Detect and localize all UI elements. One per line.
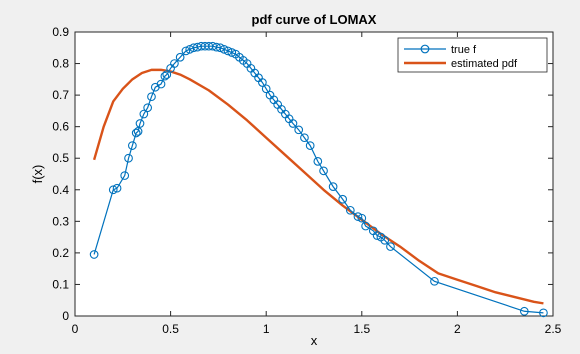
true-f-point (313, 157, 323, 166)
true-f-point (212, 42, 221, 52)
true-f-point (162, 70, 172, 79)
y-tick-label: 0.6 (52, 120, 69, 134)
true-f-point (539, 308, 548, 318)
true-f-point (108, 185, 118, 195)
true-f-point (128, 141, 137, 150)
true-f-point (139, 109, 149, 119)
true-f-point (380, 235, 390, 245)
plot-area (74, 31, 554, 317)
true-f-point (89, 250, 99, 259)
true-f-point (112, 183, 122, 193)
true-f-point (345, 205, 355, 215)
true-f-point (294, 125, 304, 135)
y-tick-label: 0.7 (52, 88, 69, 102)
legend-box (397, 37, 548, 73)
true-f-point (338, 194, 348, 204)
true-f-point (319, 166, 328, 176)
y-tick-label: 0.1 (52, 277, 69, 291)
series-true-f-line (93, 45, 544, 314)
true-f-point (215, 43, 225, 53)
true-f-point (185, 45, 195, 54)
true-f-point (328, 182, 338, 191)
legend-true-f-marker (420, 44, 430, 54)
true-f-point (353, 212, 363, 221)
true-f-point (160, 71, 170, 81)
y-tick-label: 0.5 (52, 151, 69, 165)
x-tick-label: 1 (263, 322, 270, 336)
true-f-point (227, 48, 237, 57)
true-f-point (300, 133, 309, 143)
true-f-point (135, 119, 145, 128)
x-tick-label: 0.5 (162, 322, 179, 336)
legend: true f estimated pdf (397, 37, 548, 73)
true-f-point (181, 46, 191, 56)
series-estimated-pdf-line (92, 68, 544, 305)
legend-estimated-pdf-label: estimated pdf (451, 58, 518, 70)
true-f-point (258, 78, 267, 87)
y-tick-label: 0.9 (52, 25, 69, 39)
y-tick-label: 0.2 (52, 246, 69, 260)
true-f-point (386, 242, 395, 251)
true-f-point (261, 84, 271, 94)
y-tick-label: 0.8 (52, 57, 69, 71)
true-f-point (305, 141, 315, 150)
true-f-point (288, 119, 298, 128)
true-f-point (519, 306, 529, 316)
true-f-point (170, 59, 179, 68)
true-f-point (133, 127, 143, 136)
x-tick-label: 2 (454, 322, 461, 336)
y-axis-label: f(x) (30, 165, 45, 184)
true-f-point (131, 128, 141, 138)
true-f-point (219, 45, 229, 54)
x-tick-label: 1.5 (353, 322, 370, 336)
y-tick-label: 0 (62, 309, 69, 323)
x-axis-ticks: 0 0.5 1 1.5 2 2.5 (72, 32, 562, 336)
series-layer (89, 41, 548, 318)
true-f-point (372, 231, 382, 240)
y-tick-label: 0.3 (52, 214, 69, 228)
y-tick-label: 0.4 (52, 183, 69, 197)
true-f-point (361, 221, 370, 231)
y-axis-ticks: 0 0.1 0.2 0.3 0.4 0.5 0.6 0.7 0.8 0.9 (52, 25, 553, 323)
true-f-point (357, 213, 367, 223)
x-axis-label: x (311, 333, 318, 348)
x-tick-label: 2.5 (545, 322, 562, 336)
true-f-point (124, 153, 133, 163)
legend-true-f-label: true f (451, 44, 477, 56)
true-f-point (430, 276, 439, 286)
true-f-point (143, 103, 153, 113)
chart-title: pdf curve of LOMAX (252, 12, 377, 27)
true-f-point (120, 171, 130, 180)
x-tick-label: 0 (72, 322, 79, 336)
true-f-point (175, 52, 185, 62)
true-f-point (147, 92, 156, 102)
true-f-point (156, 79, 166, 89)
true-f-point (223, 46, 233, 56)
